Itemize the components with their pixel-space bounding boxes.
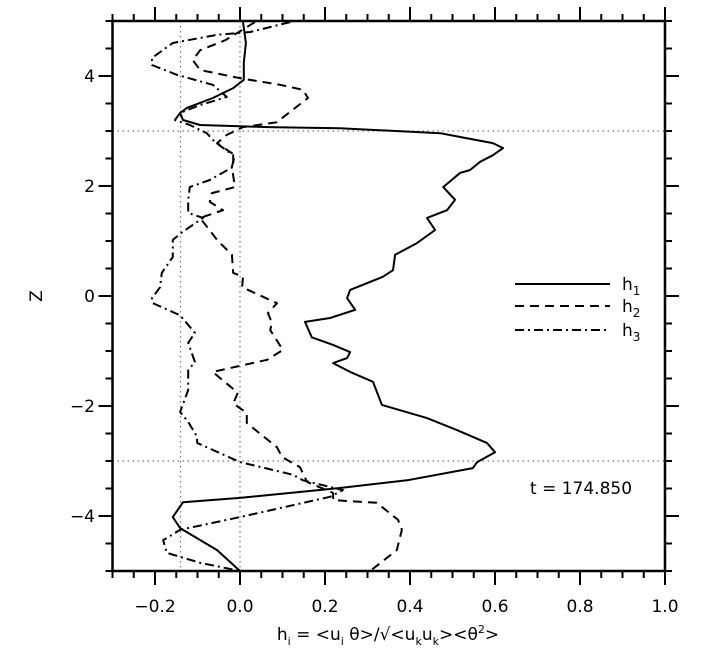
series-line-h3 bbox=[151, 21, 344, 572]
x-tick-label: −0.2 bbox=[134, 597, 175, 617]
legend-label-h3: h3 bbox=[622, 321, 640, 344]
series-line-h1 bbox=[171, 21, 505, 572]
y-axis-title: Z bbox=[27, 290, 47, 302]
y-tick-label: 0 bbox=[84, 287, 95, 307]
x-tick-label: 1.0 bbox=[651, 597, 678, 617]
y-tick-label: 2 bbox=[84, 177, 95, 197]
y-tick-label: −4 bbox=[70, 507, 95, 527]
x-tick-label: 0.2 bbox=[311, 597, 338, 617]
legend-label-h2: h2 bbox=[622, 297, 640, 320]
series-line-h2 bbox=[191, 21, 403, 572]
y-tick-label: −2 bbox=[70, 397, 95, 417]
x-tick-label: 0.8 bbox=[566, 597, 593, 617]
legend-label-h1: h1 bbox=[622, 275, 640, 298]
time-annotation: t = 174.850 bbox=[530, 479, 632, 499]
x-tick-label: 0.6 bbox=[481, 597, 508, 617]
y-tick-label: 4 bbox=[84, 67, 95, 87]
x-tick-label: 0.4 bbox=[396, 597, 423, 617]
axes: −0.2 0.0 0.2 0.4 0.6 0.8 1.0 −4 −2 0 2 4 bbox=[70, 7, 679, 617]
series-lines bbox=[151, 21, 505, 572]
x-axis-title: hi = <ui θ>/√<ukuk><θ2> bbox=[277, 623, 499, 648]
x-tick-label: 0.0 bbox=[226, 597, 253, 617]
